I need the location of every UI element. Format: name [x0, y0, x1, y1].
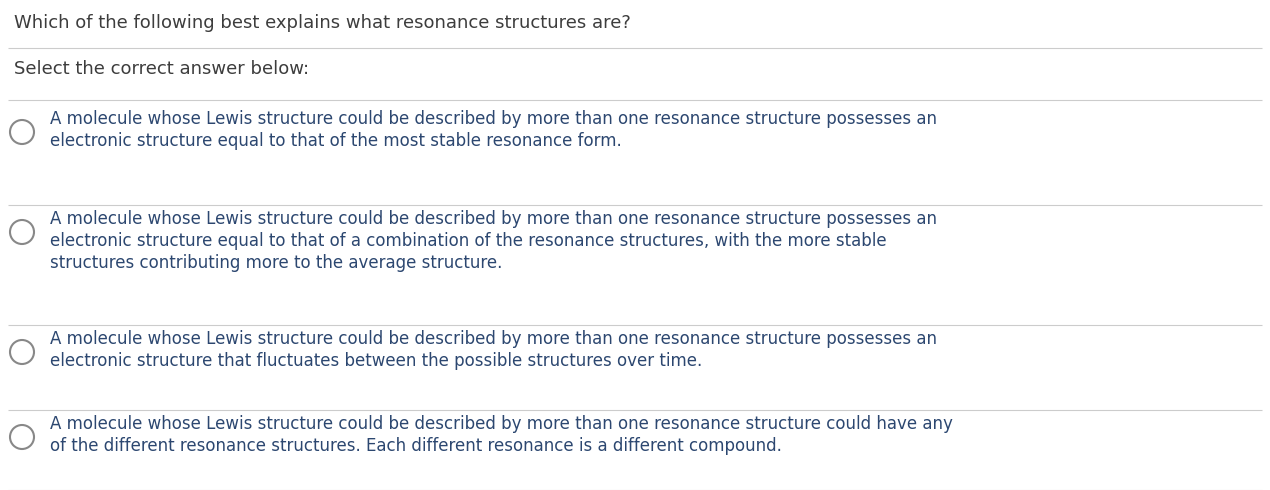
Text: A molecule whose Lewis structure could be described by more than one resonance s: A molecule whose Lewis structure could b… [50, 210, 937, 228]
Text: electronic structure equal to that of the most stable resonance form.: electronic structure equal to that of th… [50, 132, 622, 150]
Text: Which of the following best explains what resonance structures are?: Which of the following best explains wha… [14, 14, 631, 32]
Text: structures contributing more to the average structure.: structures contributing more to the aver… [50, 254, 503, 272]
Text: A molecule whose Lewis structure could be described by more than one resonance s: A molecule whose Lewis structure could b… [50, 110, 937, 128]
Text: A molecule whose Lewis structure could be described by more than one resonance s: A molecule whose Lewis structure could b… [50, 330, 937, 348]
Text: Select the correct answer below:: Select the correct answer below: [14, 60, 309, 78]
Text: A molecule whose Lewis structure could be described by more than one resonance s: A molecule whose Lewis structure could b… [50, 415, 952, 433]
Text: electronic structure equal to that of a combination of the resonance structures,: electronic structure equal to that of a … [50, 232, 886, 250]
Text: of the different resonance structures. Each different resonance is a different c: of the different resonance structures. E… [50, 437, 782, 455]
Text: electronic structure that fluctuates between the possible structures over time.: electronic structure that fluctuates bet… [50, 352, 702, 370]
